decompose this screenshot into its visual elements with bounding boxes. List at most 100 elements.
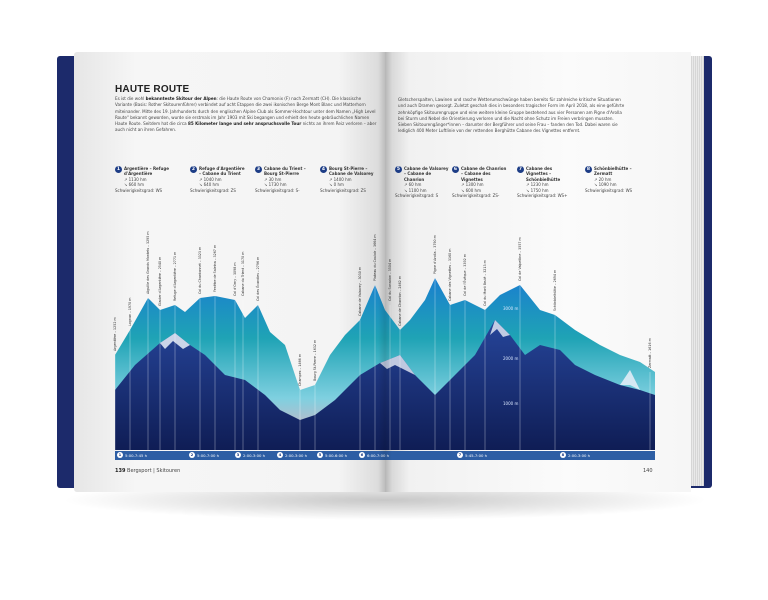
stage-number-badge: 7 — [517, 166, 524, 173]
elevation-label: 2000 m — [503, 356, 518, 361]
stage-info: 3 Cabane du Trient – Bourg St-Pierre ↗ 30… — [255, 166, 311, 193]
waypoint-label: Refuge d'Argentière – 2771 m — [173, 251, 177, 301]
waypoint-label: Aiguille des Grands Montets – 3295 m — [146, 231, 150, 294]
intro-run: Es ist die wohl — [115, 96, 146, 101]
stage-number-badge: 8 — [560, 452, 566, 458]
ascent: ↗ 1130 hm — [124, 176, 147, 182]
elevation-profile: 3000 m 2000 m 1000 m — [115, 278, 655, 450]
stage-number-badge: 1 — [117, 452, 123, 458]
difficulty-grade: Schwierigkeitsgrad: ZS — [190, 187, 236, 193]
stage-number-badge: 7 — [457, 452, 463, 458]
stage-name: Schönbielhütte – Zermatt — [594, 166, 632, 177]
stage-info: 6 Cabane de Chanrion – Cabane des Vignett… — [452, 166, 508, 198]
ascent: ↗ 30 hm — [264, 176, 282, 182]
difficulty-grade: Schwierigkeitsgrad: WS — [115, 187, 163, 193]
ascent: ↗ 60 hm — [404, 182, 422, 188]
stage-number-badge: 6 — [452, 166, 459, 173]
stage-name: Cabane du Trient – Bourg St-Pierre — [264, 166, 306, 177]
waypoint-label: Lognan – 1970 m — [128, 297, 132, 326]
stage-number-badge: 4 — [277, 452, 283, 458]
waypoint-label: Argentière – 1252 m — [113, 317, 117, 351]
stage-number-badge: 3 — [235, 452, 241, 458]
stage-number-badge: 1 — [115, 166, 122, 173]
waypoint-label: Cabane des Vignettes – 3160 m — [448, 248, 452, 301]
stage-duration: 5:00-7:45 h — [125, 453, 148, 458]
stage-duration: 5:45-7:00 h — [465, 453, 488, 458]
stage-info: 5 Cabane de Valsorey – Cabane de Chanrion… — [395, 166, 451, 198]
stage-name: Cabane des Vignettes – Schönbielhütte — [526, 166, 561, 182]
stage-time-bar: 1 5:00-7:45 h 2 5:00-7:00 h 3 2:00-3:00 h 4 2:0… — [115, 451, 655, 460]
waypoint-label: Cabane de Valsorey – 3030 m — [358, 266, 362, 316]
stage-time: 7 5:45-7:00 h — [457, 452, 487, 459]
descent: ↘ 1750 hm — [526, 187, 549, 193]
stage-time: 1 5:00-7:45 h — [117, 452, 147, 459]
ascent: ↗ 1230 hm — [526, 182, 549, 188]
footer-left: 139 Bergsport | Skitouren — [115, 468, 180, 474]
stage-info: 1 Argentière – Refuge d'Argentière ↗ 1130… — [115, 166, 171, 193]
stage-number-badge: 2 — [190, 166, 197, 173]
ascent: ↗ 1300 hm — [461, 182, 484, 188]
intro-run: nichts an ihrem Reiz verloren – aber auc… — [115, 121, 377, 133]
elevation-label: 3000 m — [503, 306, 518, 311]
stage-number-badge: 3 — [255, 166, 262, 173]
difficulty-grade: Schwierigkeitsgrad: ZS — [320, 187, 366, 193]
ascent: ↗ 1040 hm — [199, 176, 222, 182]
waypoint-label: Col de Valpelline – 3557 m — [518, 237, 522, 281]
intro-text-right: Gletscherspalten, Lawinen und rasche Wet… — [398, 97, 625, 134]
waypoint-label: Glacier d'Argentière – 2540 m — [158, 256, 162, 306]
stage-duration: 5:00-6:00 h — [325, 453, 348, 458]
descent: ↘ 600 hm — [461, 187, 481, 193]
waypoint-label: Champex – 1466 m — [298, 353, 302, 386]
snow-caps — [490, 320, 510, 337]
stage-number-badge: 6 — [359, 452, 365, 458]
stage-name: Cabane de Chanrion – Cabane des Vignette… — [461, 166, 507, 182]
waypoint-label: Col des Écandies – 2796 m — [256, 256, 260, 301]
stage-number-badge: 5 — [395, 166, 402, 173]
intro-emphasis: 85 Kilometer lange und sehr anspruchsvol… — [187, 121, 302, 127]
difficulty-grade: Schwierigkeitsgrad: ZS- — [452, 193, 500, 199]
waypoint-label: Cabane de Chanrion – 2462 m — [398, 275, 402, 326]
descent: ↘ 1100 hm — [404, 187, 427, 193]
stage-time: 5 5:00-6:00 h — [317, 452, 347, 459]
snow-caps — [380, 355, 415, 375]
stage-info: 4 Bourg St-Pierre – Cabane de Valsorey ↗ … — [320, 166, 376, 193]
matterhorn-snow — [620, 370, 640, 390]
stage-name: Argentière – Refuge d'Argentière — [124, 166, 169, 177]
stage-time: 2 5:00-7:00 h — [189, 452, 219, 459]
stage-time: 3 2:00-3:00 h — [235, 452, 265, 459]
stage-number-badge: 2 — [189, 452, 195, 458]
difficulty-grade: Schwierigkeitsgrad: S — [395, 193, 439, 199]
waypoint-label: Col du Chardonnet – 3323 m — [198, 246, 202, 294]
stage-number-badge: 4 — [320, 166, 327, 173]
waypoint-label: Fenêtre de Saleina – 3267 m — [213, 244, 217, 292]
difficulty-grade: Schwierigkeitsgrad: WS+ — [517, 193, 568, 199]
descent: ↘ 660 hm — [124, 182, 144, 188]
waypoint-label: Bourg St-Pierre – 1632 m — [313, 339, 317, 381]
stage-name: Bourg St-Pierre – Cabane de Valsorey — [329, 166, 374, 177]
page-edges — [690, 56, 704, 486]
stage-info: 7 Cabane des Vignettes – Schönbielhütte ↗… — [517, 166, 573, 198]
page-title: HAUTE ROUTE — [115, 84, 190, 95]
elevation-label: 1000 m — [503, 401, 518, 406]
intro-text-left: Es ist die wohl bekannteste Skitour der … — [115, 96, 377, 134]
section-name: Bergsport | Skitouren — [127, 468, 181, 474]
waypoint-label: Col d'Orny – 3098 m — [233, 262, 237, 296]
stage-time: 4 2:00-3:00 h — [277, 452, 307, 459]
stage-name: Cabane de Valsorey – Cabane de Chanrion — [404, 166, 449, 182]
ascent: ↗ 20 hm — [594, 176, 612, 182]
intro-emphasis: bekannteste Skitour der Alpen — [145, 96, 217, 101]
stage-duration: 5:00-7:00 h — [197, 453, 220, 458]
stage-number-badge: 8 — [585, 166, 592, 173]
descent: ↘ 1730 hm — [264, 182, 287, 188]
descent: ↘ 0 hm — [329, 182, 344, 188]
stage-time: 66:00-7:00 h — [359, 452, 389, 459]
stage-duration: 6:00-7:00 h — [367, 453, 389, 458]
stage-duration: 2:00-3:00 h — [243, 453, 266, 458]
stage-name: Refuge d'Argentière – Cabane du Trient — [199, 166, 245, 177]
stage-info: 8 Schönbielhütte – Zermatt ↗ 20 hm ↘ 1090… — [585, 166, 641, 193]
book-gutter — [378, 52, 392, 492]
waypoint-label: Plateau du Couloir – 3664 m — [373, 234, 377, 281]
stage-duration: 2:00-3:00 h — [285, 453, 308, 458]
stage-time: 8 2:00-3:00 h — [560, 452, 590, 459]
waypoint-label: Zermatt – 1616 m — [648, 338, 652, 368]
